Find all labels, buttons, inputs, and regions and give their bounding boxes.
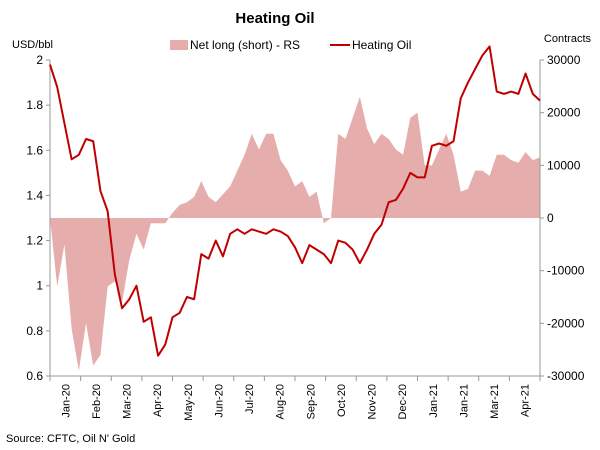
x-tick-label: Feb-20: [91, 384, 103, 419]
right-y-tick-label: -30000: [547, 369, 585, 383]
left-y-tick-label: 2: [36, 53, 43, 67]
x-tick-label: Apr-21: [520, 384, 532, 417]
legend: Net long (short) - RS Heating Oil: [170, 38, 411, 52]
legend-label-net-long: Net long (short) - RS: [190, 38, 300, 52]
x-tick-label: Aug-20: [275, 384, 287, 419]
left-y-tick-label: 0.8: [26, 324, 43, 338]
x-tick-label: May-20: [183, 384, 195, 421]
left-y-tick-label: 0.6: [26, 369, 43, 383]
x-tick-label: Nov-20: [367, 384, 379, 419]
right-y-tick-label: 30000: [547, 53, 581, 67]
left-y-tick-label: 1.8: [26, 98, 43, 112]
right-axis-unit: Contracts: [544, 33, 592, 45]
x-tick-label: Apr-20: [152, 384, 164, 417]
right-y-tick-label: 20000: [547, 106, 581, 120]
x-tick-label: Dec-20: [397, 384, 409, 419]
legend-label-heating-oil: Heating Oil: [352, 38, 411, 52]
x-tick-label: Mar-21: [489, 384, 501, 419]
x-tick-label: Jul-20: [244, 384, 256, 414]
right-y-tick-label: 0: [547, 211, 554, 225]
right-y-tick-label: -10000: [547, 264, 585, 278]
source-note: Source: CFTC, Oil N' Gold: [6, 433, 135, 445]
heating-oil-line-layer: [49, 45, 541, 357]
chart-title: Heating Oil: [235, 10, 314, 27]
x-tick-label: Jun-20: [213, 384, 225, 418]
legend-swatch-net-long: [170, 40, 188, 50]
x-tick-label: Mar-20: [122, 384, 134, 419]
x-tick-label: Jan-21: [428, 384, 440, 418]
net-long-area-series: [50, 96, 540, 371]
x-tick-label: Jan-20: [60, 384, 72, 418]
x-tick-label: Oct-20: [336, 384, 348, 417]
left-axis-unit: USD/bbl: [12, 39, 53, 51]
x-tick-label: Sep-20: [305, 384, 317, 419]
axes-layer: 0.6 0.8 1 1.2 1.4 1.6 1.8 2 -30000 -20000 -10000 0 1…: [26, 53, 584, 421]
right-y-tick-label: -20000: [547, 316, 585, 330]
net-long-area-layer: [50, 96, 540, 371]
left-y-tick-label: 1.2: [26, 234, 43, 248]
left-y-tick-label: 1.6: [26, 143, 43, 157]
left-y-tick-label: 1.4: [26, 188, 43, 202]
heating-oil-line: [49, 45, 541, 357]
right-y-tick-label: 10000: [547, 158, 581, 172]
left-y-tick-label: 1: [36, 279, 43, 293]
x-tick-label: Jan-21: [458, 384, 470, 418]
